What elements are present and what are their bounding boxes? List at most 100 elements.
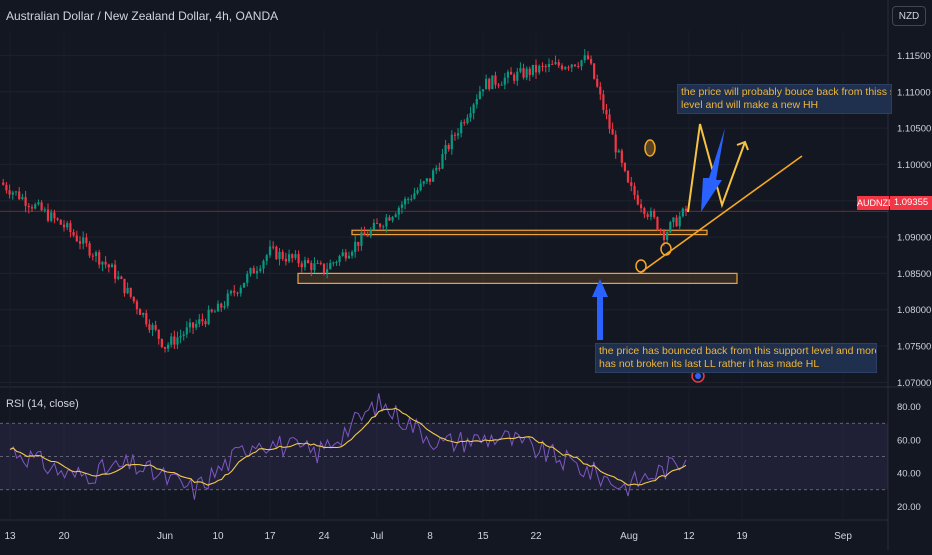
candle (525, 66, 528, 81)
candle-body (586, 55, 590, 60)
candle-body (117, 276, 120, 279)
rsi-tick-label: 40.00 (897, 469, 921, 480)
candle-body (463, 122, 466, 124)
candle-body (201, 319, 204, 322)
candle (310, 260, 313, 277)
candle-body (620, 150, 623, 163)
candle-body (438, 167, 441, 169)
candle-body (229, 290, 233, 294)
candle-body (278, 251, 281, 260)
candle-body (319, 262, 322, 264)
candle-body (614, 134, 617, 153)
candle (281, 249, 284, 261)
candle (176, 331, 179, 350)
annotation-top[interactable]: the price will probably bouce back from … (677, 84, 892, 114)
candle-body (388, 217, 391, 221)
candle (82, 231, 85, 250)
candle-body (69, 223, 72, 233)
currency-selector[interactable]: NZD (892, 6, 926, 26)
candle (580, 59, 583, 71)
candle-body (40, 202, 43, 211)
candle (300, 260, 303, 273)
candle-body (407, 198, 410, 200)
candle (672, 217, 675, 228)
price-tick-label: 1.07500 (897, 342, 931, 353)
candle (391, 215, 394, 223)
candle (441, 149, 444, 170)
candle (213, 309, 216, 313)
candle-body (509, 71, 513, 75)
candle (145, 309, 148, 327)
candle (91, 253, 94, 261)
candle-body (30, 207, 34, 209)
candle-body (259, 268, 262, 271)
candle-body (547, 63, 551, 68)
candle (425, 177, 428, 185)
candle-body (91, 255, 94, 257)
candle-body (129, 287, 132, 297)
candle (435, 164, 438, 175)
candle-body (347, 255, 351, 259)
candle-body (11, 192, 14, 195)
candle (344, 249, 347, 262)
price-tick-label: 1.11000 (897, 87, 931, 98)
candle (570, 63, 573, 72)
candle-body (623, 162, 627, 171)
candle (538, 64, 541, 75)
candle-body (176, 337, 179, 345)
candle-body (472, 104, 475, 114)
candle (46, 203, 50, 223)
candle-body (516, 71, 519, 81)
candle-body (391, 216, 394, 221)
candle (160, 338, 163, 349)
candle (265, 253, 268, 265)
annotation-top-line-1: the price will probably bouce back from … (681, 86, 891, 98)
annotation-bottom[interactable]: the price has bounced back from this sup… (595, 343, 877, 373)
candle-body (275, 246, 278, 260)
rsi-title[interactable]: RSI (14, close) (6, 398, 79, 410)
candle-body (422, 181, 425, 184)
candle-body (195, 323, 198, 328)
candle-body (605, 109, 608, 115)
candle-body (170, 336, 173, 345)
candle (236, 291, 239, 297)
candle (602, 90, 605, 114)
candle (62, 220, 66, 232)
candle-body (85, 237, 88, 244)
candle (246, 270, 249, 287)
candle (481, 89, 485, 97)
candle-body (104, 261, 107, 265)
candle-body (82, 237, 85, 244)
candle (623, 162, 627, 173)
annotation-top-line-2: level and will make a new HH (681, 99, 819, 111)
candle-body (252, 268, 255, 274)
candle (478, 85, 481, 100)
candle-body (453, 134, 457, 136)
candle (154, 320, 157, 332)
candle-body (466, 117, 469, 124)
rsi-tick-label: 60.00 (897, 435, 921, 446)
candle (326, 262, 329, 279)
candle-body (207, 309, 210, 325)
candle (167, 342, 170, 353)
candle (307, 257, 310, 264)
candle (341, 249, 344, 257)
candle-body (425, 178, 428, 182)
candle-body (485, 78, 488, 90)
candle-body (88, 243, 91, 256)
candle-body (75, 235, 78, 242)
candle (252, 265, 255, 274)
candle-body (541, 65, 544, 67)
candle-body (531, 64, 534, 75)
chart-title: Australian Dollar / New Zealand Dollar, … (6, 9, 279, 23)
candle (554, 55, 557, 65)
candle (513, 72, 516, 85)
candle (173, 330, 176, 349)
candle-body (210, 309, 213, 312)
candle-body (643, 208, 646, 215)
candle (656, 216, 659, 231)
candle-body (204, 321, 207, 325)
candle-body (316, 262, 319, 264)
